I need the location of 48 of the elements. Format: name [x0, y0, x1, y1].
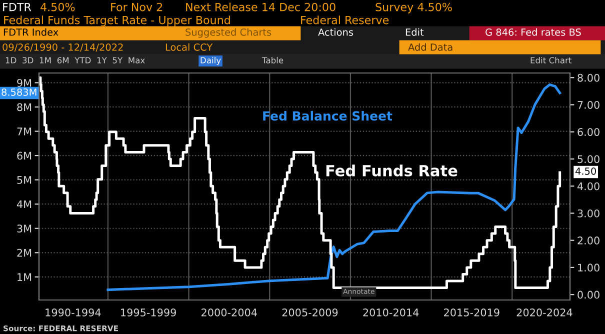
x-tick-label: 2010-2014 — [363, 308, 419, 316]
x-tick-label: 2020-2024 — [516, 308, 572, 316]
y-tick-label: 2M — [17, 248, 32, 257]
chart-subtitle: Federal Reserve — [301, 16, 389, 24]
text: 8.583M — [2, 88, 36, 96]
y2-tick-label: 8.00 — [578, 74, 600, 82]
y2-tick-label: 5.00 — [578, 155, 600, 164]
x-tick-label: 2005-2009 — [282, 308, 338, 316]
y-tick-label: 1M — [18, 273, 32, 281]
text: Survey 4.50% — [376, 2, 452, 14]
text: Daily — [200, 56, 221, 66]
y2-tick-label: 6.00 — [578, 128, 600, 136]
y2-tick-label: 7.00 — [578, 100, 600, 109]
text: Local CCY — [166, 43, 213, 51]
y2-tick-label: 3.00 — [578, 209, 600, 218]
y-tick-label: 8M — [17, 103, 32, 112]
text: FDTR Index — [4, 28, 58, 36]
text: Edit — [406, 28, 424, 36]
y2-tick-label: 4.00 — [577, 182, 600, 190]
y2-tick-label: 2.00 — [578, 236, 600, 244]
y-tick-label: 4M — [16, 200, 32, 208]
annotation: Fed Funds Rate — [326, 164, 458, 176]
annotation: Fed Balance Sheet — [263, 110, 392, 121]
text: 1D 3D 1M 6M YTD 1Y 5Y Max — [6, 57, 145, 64]
text: For Nov 2 — [111, 2, 162, 12]
text: FDTR — [3, 2, 32, 12]
y-tick-label: 3M — [17, 224, 32, 232]
text: 09/26/1990 - 12/14/2022 — [2, 43, 123, 52]
text: Next Release 14 Dec 20:00 — [186, 2, 336, 12]
text: Table — [262, 56, 284, 64]
y-tick-label: 6M — [17, 152, 32, 160]
x-tick-label: 1990-1994 — [46, 308, 101, 316]
y-tick-label: 7M — [17, 128, 32, 136]
chart-title: Federal Funds Target Rate - Upper Bound — [4, 16, 230, 26]
text: Add Data — [408, 43, 452, 51]
text: Suggested Charts — [186, 28, 272, 38]
y-tick-label: 9M — [17, 78, 32, 87]
text: Actions — [318, 28, 354, 36]
text: 4.50 — [575, 167, 596, 175]
y2-tick-label: 1.00 — [578, 264, 600, 272]
x-tick-label: 2015-2019 — [444, 308, 500, 316]
text: G 846: Fed rates BS — [486, 28, 581, 36]
text: 4.50% — [40, 2, 75, 12]
x-tick-label: 2000-2004 — [202, 308, 257, 316]
text: Edit Chart — [530, 56, 572, 64]
x-tick-label: 1995-1999 — [121, 308, 176, 316]
y-tick-label: 5M — [17, 176, 32, 184]
y2-tick-label: 0.00 — [578, 290, 600, 299]
